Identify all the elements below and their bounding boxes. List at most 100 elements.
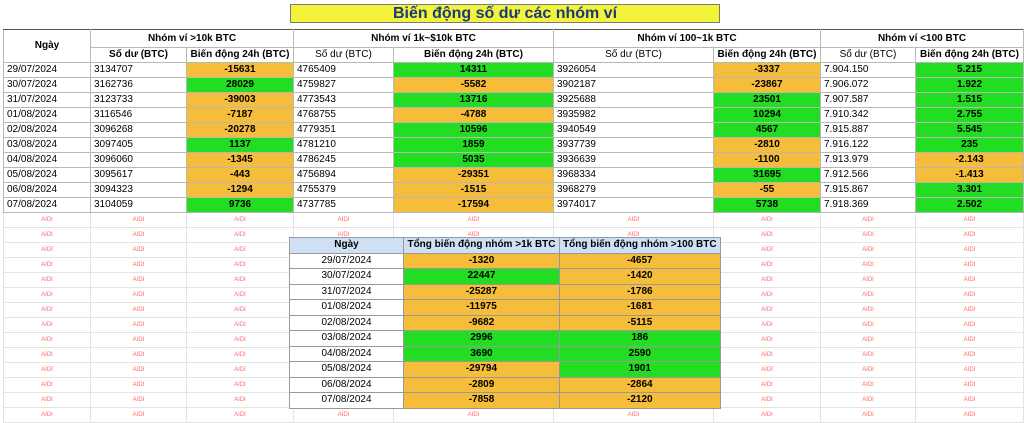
watermark-cell[interactable]: AIDI bbox=[186, 317, 294, 333]
balance-header[interactable]: Số dư (BTC) bbox=[90, 47, 187, 63]
watermark-cell[interactable]: AIDI bbox=[915, 332, 1024, 348]
watermark-cell[interactable]: AIDI bbox=[3, 272, 91, 288]
watermark-cell[interactable]: AIDI bbox=[90, 332, 187, 348]
change-cell[interactable]: 1859 bbox=[393, 137, 554, 153]
watermark-cell[interactable]: AIDI bbox=[915, 227, 1024, 243]
watermark-cell[interactable]: AIDI bbox=[186, 227, 294, 243]
watermark-cell[interactable]: AIDI bbox=[820, 242, 916, 258]
summary-date-cell[interactable]: 02/08/2024 bbox=[289, 314, 404, 331]
watermark-cell[interactable]: AIDI bbox=[3, 227, 91, 243]
balance-cell[interactable]: 4755379 bbox=[293, 182, 394, 198]
watermark-cell[interactable]: AIDI bbox=[186, 377, 294, 393]
summary-value-cell[interactable]: 2590 bbox=[559, 345, 721, 362]
change-cell[interactable]: 1137 bbox=[186, 137, 294, 153]
change-cell[interactable]: 13716 bbox=[393, 92, 554, 108]
watermark-cell[interactable]: AIDI bbox=[90, 362, 187, 378]
watermark-cell[interactable]: AIDI bbox=[90, 317, 187, 333]
summary-date-cell[interactable]: 30/07/2024 bbox=[289, 268, 404, 285]
balance-header[interactable]: Số dư (BTC) bbox=[553, 47, 714, 63]
summary-value-cell[interactable]: -1320 bbox=[403, 252, 560, 269]
summary-value-cell[interactable]: 186 bbox=[559, 330, 721, 347]
watermark-cell[interactable]: AIDI bbox=[3, 212, 91, 228]
balance-header[interactable]: Số dư (BTC) bbox=[293, 47, 394, 63]
change-cell[interactable]: 5035 bbox=[393, 152, 554, 168]
change-cell[interactable]: -23867 bbox=[713, 77, 821, 93]
summary-value-cell[interactable]: -9682 bbox=[403, 314, 560, 331]
watermark-cell[interactable]: AIDI bbox=[90, 272, 187, 288]
watermark-cell[interactable]: AIDI bbox=[186, 347, 294, 363]
watermark-cell[interactable]: AIDI bbox=[713, 377, 821, 393]
date-cell[interactable]: 07/08/2024 bbox=[3, 197, 91, 213]
change-cell[interactable]: -1294 bbox=[186, 182, 294, 198]
watermark-cell[interactable]: AIDI bbox=[820, 212, 916, 228]
summary-value-cell[interactable]: -2864 bbox=[559, 376, 721, 393]
watermark-cell[interactable]: AIDI bbox=[713, 317, 821, 333]
summary-value-cell[interactable]: 2996 bbox=[403, 330, 560, 347]
summary-value-cell[interactable]: -7858 bbox=[403, 392, 560, 409]
watermark-cell[interactable]: AIDI bbox=[820, 287, 916, 303]
balance-cell[interactable]: 4773543 bbox=[293, 92, 394, 108]
change-cell[interactable]: -1345 bbox=[186, 152, 294, 168]
balance-cell[interactable]: 3123733 bbox=[90, 92, 187, 108]
watermark-cell[interactable]: AIDI bbox=[3, 287, 91, 303]
change-cell[interactable]: -4788 bbox=[393, 107, 554, 123]
watermark-cell[interactable]: AIDI bbox=[186, 362, 294, 378]
balance-cell[interactable]: 3974017 bbox=[553, 197, 714, 213]
balance-cell[interactable]: 4759827 bbox=[293, 77, 394, 93]
watermark-cell[interactable]: AIDI bbox=[713, 362, 821, 378]
change-cell[interactable]: 1.922 bbox=[915, 77, 1024, 93]
watermark-cell[interactable]: AIDI bbox=[713, 347, 821, 363]
summary-date-cell[interactable]: 05/08/2024 bbox=[289, 361, 404, 378]
watermark-cell[interactable]: AIDI bbox=[713, 332, 821, 348]
change-cell[interactable]: -2810 bbox=[713, 137, 821, 153]
summary-value-cell[interactable]: -1786 bbox=[559, 283, 721, 300]
change-cell[interactable]: 10596 bbox=[393, 122, 554, 138]
summary-date-cell[interactable]: 31/07/2024 bbox=[289, 283, 404, 300]
watermark-cell[interactable]: AIDI bbox=[3, 332, 91, 348]
change-cell[interactable]: -1.413 bbox=[915, 167, 1024, 183]
watermark-cell[interactable]: AIDI bbox=[90, 227, 187, 243]
change-cell[interactable]: 10294 bbox=[713, 107, 821, 123]
watermark-cell[interactable]: AIDI bbox=[90, 377, 187, 393]
balance-cell[interactable]: 3902187 bbox=[553, 77, 714, 93]
watermark-cell[interactable]: AIDI bbox=[820, 272, 916, 288]
change-cell[interactable]: -20278 bbox=[186, 122, 294, 138]
change-cell[interactable]: -443 bbox=[186, 167, 294, 183]
date-cell[interactable]: 05/08/2024 bbox=[3, 167, 91, 183]
balance-cell[interactable]: 4786245 bbox=[293, 152, 394, 168]
sheet-title[interactable]: Biến động số dư các nhóm ví bbox=[290, 4, 720, 23]
balance-header[interactable]: Số dư (BTC) bbox=[820, 47, 916, 63]
watermark-cell[interactable]: AIDI bbox=[915, 302, 1024, 318]
watermark-cell[interactable]: AIDI bbox=[915, 362, 1024, 378]
change-cell[interactable]: -7187 bbox=[186, 107, 294, 123]
balance-cell[interactable]: 7.915.887 bbox=[820, 122, 916, 138]
change-cell[interactable]: 2.755 bbox=[915, 107, 1024, 123]
watermark-cell[interactable]: AIDI bbox=[915, 377, 1024, 393]
change-cell[interactable]: -1100 bbox=[713, 152, 821, 168]
balance-cell[interactable]: 7.915.867 bbox=[820, 182, 916, 198]
change-cell[interactable]: 1.515 bbox=[915, 92, 1024, 108]
change-cell[interactable]: 5.215 bbox=[915, 62, 1024, 78]
balance-cell[interactable]: 7.918.369 bbox=[820, 197, 916, 213]
summary-date-cell[interactable]: 07/08/2024 bbox=[289, 392, 404, 409]
watermark-cell[interactable]: AIDI bbox=[186, 287, 294, 303]
watermark-cell[interactable]: AIDI bbox=[915, 257, 1024, 273]
change-cell[interactable]: -1515 bbox=[393, 182, 554, 198]
balance-cell[interactable]: 4737785 bbox=[293, 197, 394, 213]
summary-value-cell[interactable]: -2120 bbox=[559, 392, 721, 409]
change-header[interactable]: Biến động 24h (BTC) bbox=[713, 47, 821, 63]
change-cell[interactable]: -55 bbox=[713, 182, 821, 198]
summary-date-cell[interactable]: 01/08/2024 bbox=[289, 299, 404, 316]
watermark-cell[interactable]: AIDI bbox=[393, 407, 554, 423]
watermark-cell[interactable]: AIDI bbox=[713, 257, 821, 273]
balance-cell[interactable]: 4765409 bbox=[293, 62, 394, 78]
balance-cell[interactable]: 3935982 bbox=[553, 107, 714, 123]
watermark-cell[interactable]: AIDI bbox=[186, 212, 294, 228]
balance-cell[interactable]: 3937739 bbox=[553, 137, 714, 153]
watermark-cell[interactable]: AIDI bbox=[90, 242, 187, 258]
summary-date-cell[interactable]: 06/08/2024 bbox=[289, 376, 404, 393]
balance-cell[interactable]: 3940549 bbox=[553, 122, 714, 138]
date-cell[interactable]: 03/08/2024 bbox=[3, 137, 91, 153]
date-cell[interactable]: 29/07/2024 bbox=[3, 62, 91, 78]
balance-cell[interactable]: 3104059 bbox=[90, 197, 187, 213]
